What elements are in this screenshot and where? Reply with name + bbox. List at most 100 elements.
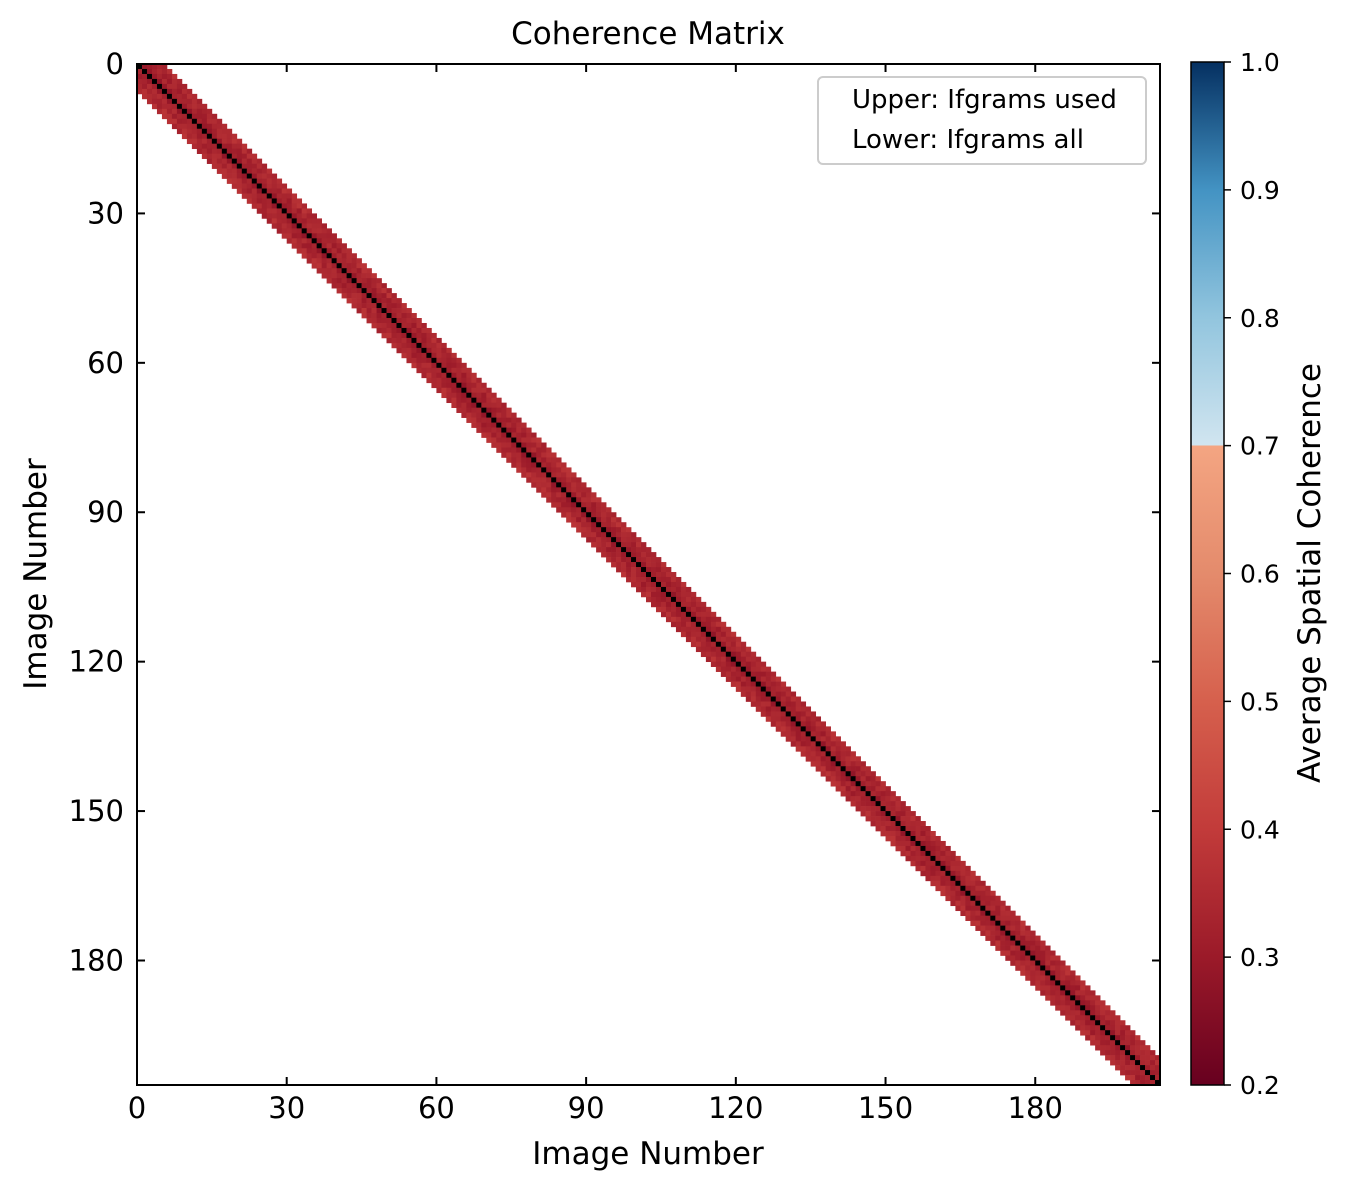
heatmap-cell	[1090, 995, 1096, 1001]
heatmap-cell	[1015, 945, 1021, 951]
heatmap-cell	[810, 716, 817, 722]
heatmap-cell	[406, 327, 412, 334]
heatmap-cell	[546, 447, 552, 453]
heatmap-cell	[1005, 945, 1011, 951]
heatmap-cell	[925, 875, 931, 882]
heatmap-cell	[461, 407, 467, 413]
diagonal-cell	[755, 681, 762, 687]
heatmap-cell	[331, 233, 337, 239]
heatmap-cell	[406, 308, 412, 314]
heatmap-cell	[446, 347, 452, 354]
heatmap-cell	[915, 826, 921, 832]
heatmap-cell	[1150, 1065, 1156, 1071]
heatmap-cell	[266, 213, 273, 219]
heatmap-cell	[341, 243, 347, 249]
heatmap-cell	[301, 218, 308, 224]
diagonal-cell	[1060, 985, 1066, 991]
heatmap-cell	[511, 427, 517, 433]
diagonal-cell	[521, 447, 527, 453]
heatmap-cell	[695, 646, 702, 653]
heatmap-cell	[1140, 1050, 1146, 1056]
heatmap-cell	[880, 791, 886, 797]
heatmap-cell	[810, 711, 817, 717]
heatmap-cell	[511, 422, 517, 428]
heatmap-cell	[391, 342, 397, 349]
heatmap-cell	[800, 716, 807, 722]
heatmap-cell	[466, 407, 472, 413]
heatmap-cell	[356, 273, 362, 279]
heatmap-cell	[141, 73, 148, 80]
heatmap-cell	[1110, 1050, 1116, 1056]
diagonal-cell	[351, 278, 357, 284]
heatmap-cell	[1090, 1005, 1096, 1011]
heatmap-cell	[386, 318, 392, 324]
heatmap-cell	[775, 706, 782, 712]
heatmap-cell	[411, 362, 417, 369]
heatmap-cell	[351, 268, 357, 274]
heatmap-cell	[1090, 1025, 1096, 1031]
heatmap-cell	[1125, 1075, 1131, 1081]
heatmap-cell	[511, 457, 517, 463]
heatmap-cell	[251, 193, 258, 199]
heatmap-cell	[970, 915, 976, 921]
diagonal-cell	[186, 113, 193, 120]
heatmap-cell	[296, 228, 303, 234]
heatmap-cell	[680, 631, 687, 638]
heatmap-cell	[850, 796, 856, 802]
heatmap-cell	[321, 238, 327, 244]
heatmap-cell	[950, 850, 956, 857]
heatmap-cell	[496, 427, 502, 433]
heatmap-cell	[261, 163, 268, 169]
heatmap-cell	[441, 357, 447, 364]
heatmap-cell	[511, 417, 517, 423]
heatmap-cell	[840, 746, 846, 752]
heatmap-cell	[496, 397, 502, 404]
heatmap-cell	[930, 860, 936, 867]
heatmap-cell	[755, 666, 762, 672]
heatmap-cell	[715, 661, 722, 667]
heatmap-cell	[436, 352, 442, 359]
heatmap-cell	[556, 462, 562, 468]
colorbar-tick-label: 0.6	[1240, 560, 1280, 589]
heatmap-cell	[880, 826, 886, 832]
heatmap-cell	[840, 761, 846, 767]
heatmap-cell	[745, 696, 752, 702]
heatmap-cell	[1055, 990, 1061, 996]
heatmap-cell	[506, 452, 512, 458]
heatmap-cell	[805, 706, 812, 712]
heatmap-cell	[636, 547, 642, 553]
heatmap-cell	[326, 243, 332, 249]
heatmap-cell	[521, 452, 527, 458]
heatmap-cell	[880, 811, 886, 817]
heatmap-cell	[1040, 940, 1046, 946]
heatmap-cell	[1070, 975, 1076, 981]
heatmap-cell	[491, 432, 497, 438]
heatmap-cell	[1115, 1035, 1121, 1041]
heatmap-cell	[261, 168, 268, 174]
heatmap-cell	[206, 153, 213, 159]
heatmap-cell	[441, 377, 447, 384]
heatmap-cell	[810, 746, 817, 752]
heatmap-cell	[266, 198, 273, 204]
heatmap-cell	[995, 930, 1001, 936]
heatmap-cell	[336, 268, 342, 274]
heatmap-cell	[710, 646, 717, 653]
heatmap-cell	[740, 641, 747, 648]
heatmap-cell	[166, 68, 173, 75]
heatmap-cell	[725, 631, 732, 638]
heatmap-cell	[695, 641, 702, 648]
diagonal-cell	[591, 517, 597, 523]
heatmap-cell	[171, 93, 178, 100]
heatmap-cell	[975, 920, 981, 926]
heatmap-cell	[1095, 1005, 1101, 1011]
heatmap-cell	[586, 537, 592, 543]
heatmap-cell	[571, 517, 577, 523]
heatmap-cell	[156, 88, 163, 95]
heatmap-cell	[321, 273, 327, 279]
heatmap-cell	[251, 153, 258, 159]
heatmap-cell	[396, 347, 402, 354]
heatmap-cell	[576, 507, 582, 513]
heatmap-cell	[730, 681, 737, 687]
heatmap-cell	[141, 83, 148, 90]
heatmap-cell	[1055, 985, 1061, 991]
